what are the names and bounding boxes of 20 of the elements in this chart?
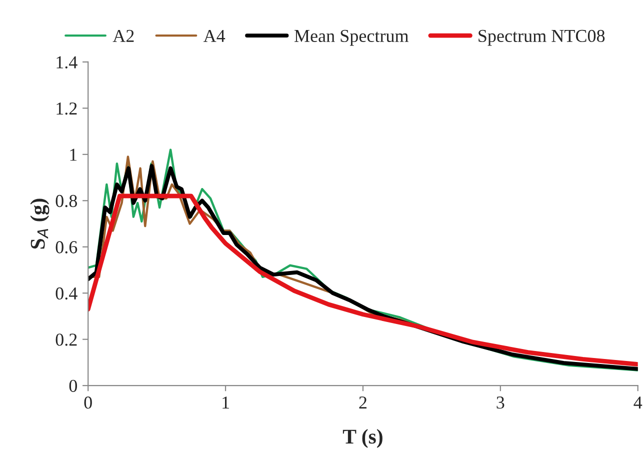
y-tick-label: 0.4 <box>56 287 78 300</box>
legend-label: Spectrum NTC08 <box>478 30 605 46</box>
legend-label: A4 <box>203 30 226 42</box>
x-tick-label: 4 <box>634 396 642 409</box>
y-tick-label: 0.2 <box>56 334 77 346</box>
x-tick-label: 1 <box>222 396 229 409</box>
x-tick-label: 2 <box>359 396 366 409</box>
y-tick-label: 0.6 <box>56 241 78 254</box>
y-tick-label: 0 <box>69 380 77 392</box>
x-tick-label: 3 <box>496 396 504 409</box>
legend-label: A2 <box>112 30 134 42</box>
y-tick-label: 0.8 <box>56 194 77 208</box>
y-axis-title: S$_{A}$ (g) <box>30 198 50 249</box>
x-tick-label: 0 <box>84 396 92 409</box>
y-tick-label: 1.4 <box>56 56 78 68</box>
y-tick-label: 1.2 <box>56 102 77 115</box>
x-axis-title: T (s) <box>342 429 382 448</box>
line-series <box>88 194 638 367</box>
y-tick-label: 1 <box>70 148 77 161</box>
legend-label: Mean Spectrum <box>294 30 409 46</box>
